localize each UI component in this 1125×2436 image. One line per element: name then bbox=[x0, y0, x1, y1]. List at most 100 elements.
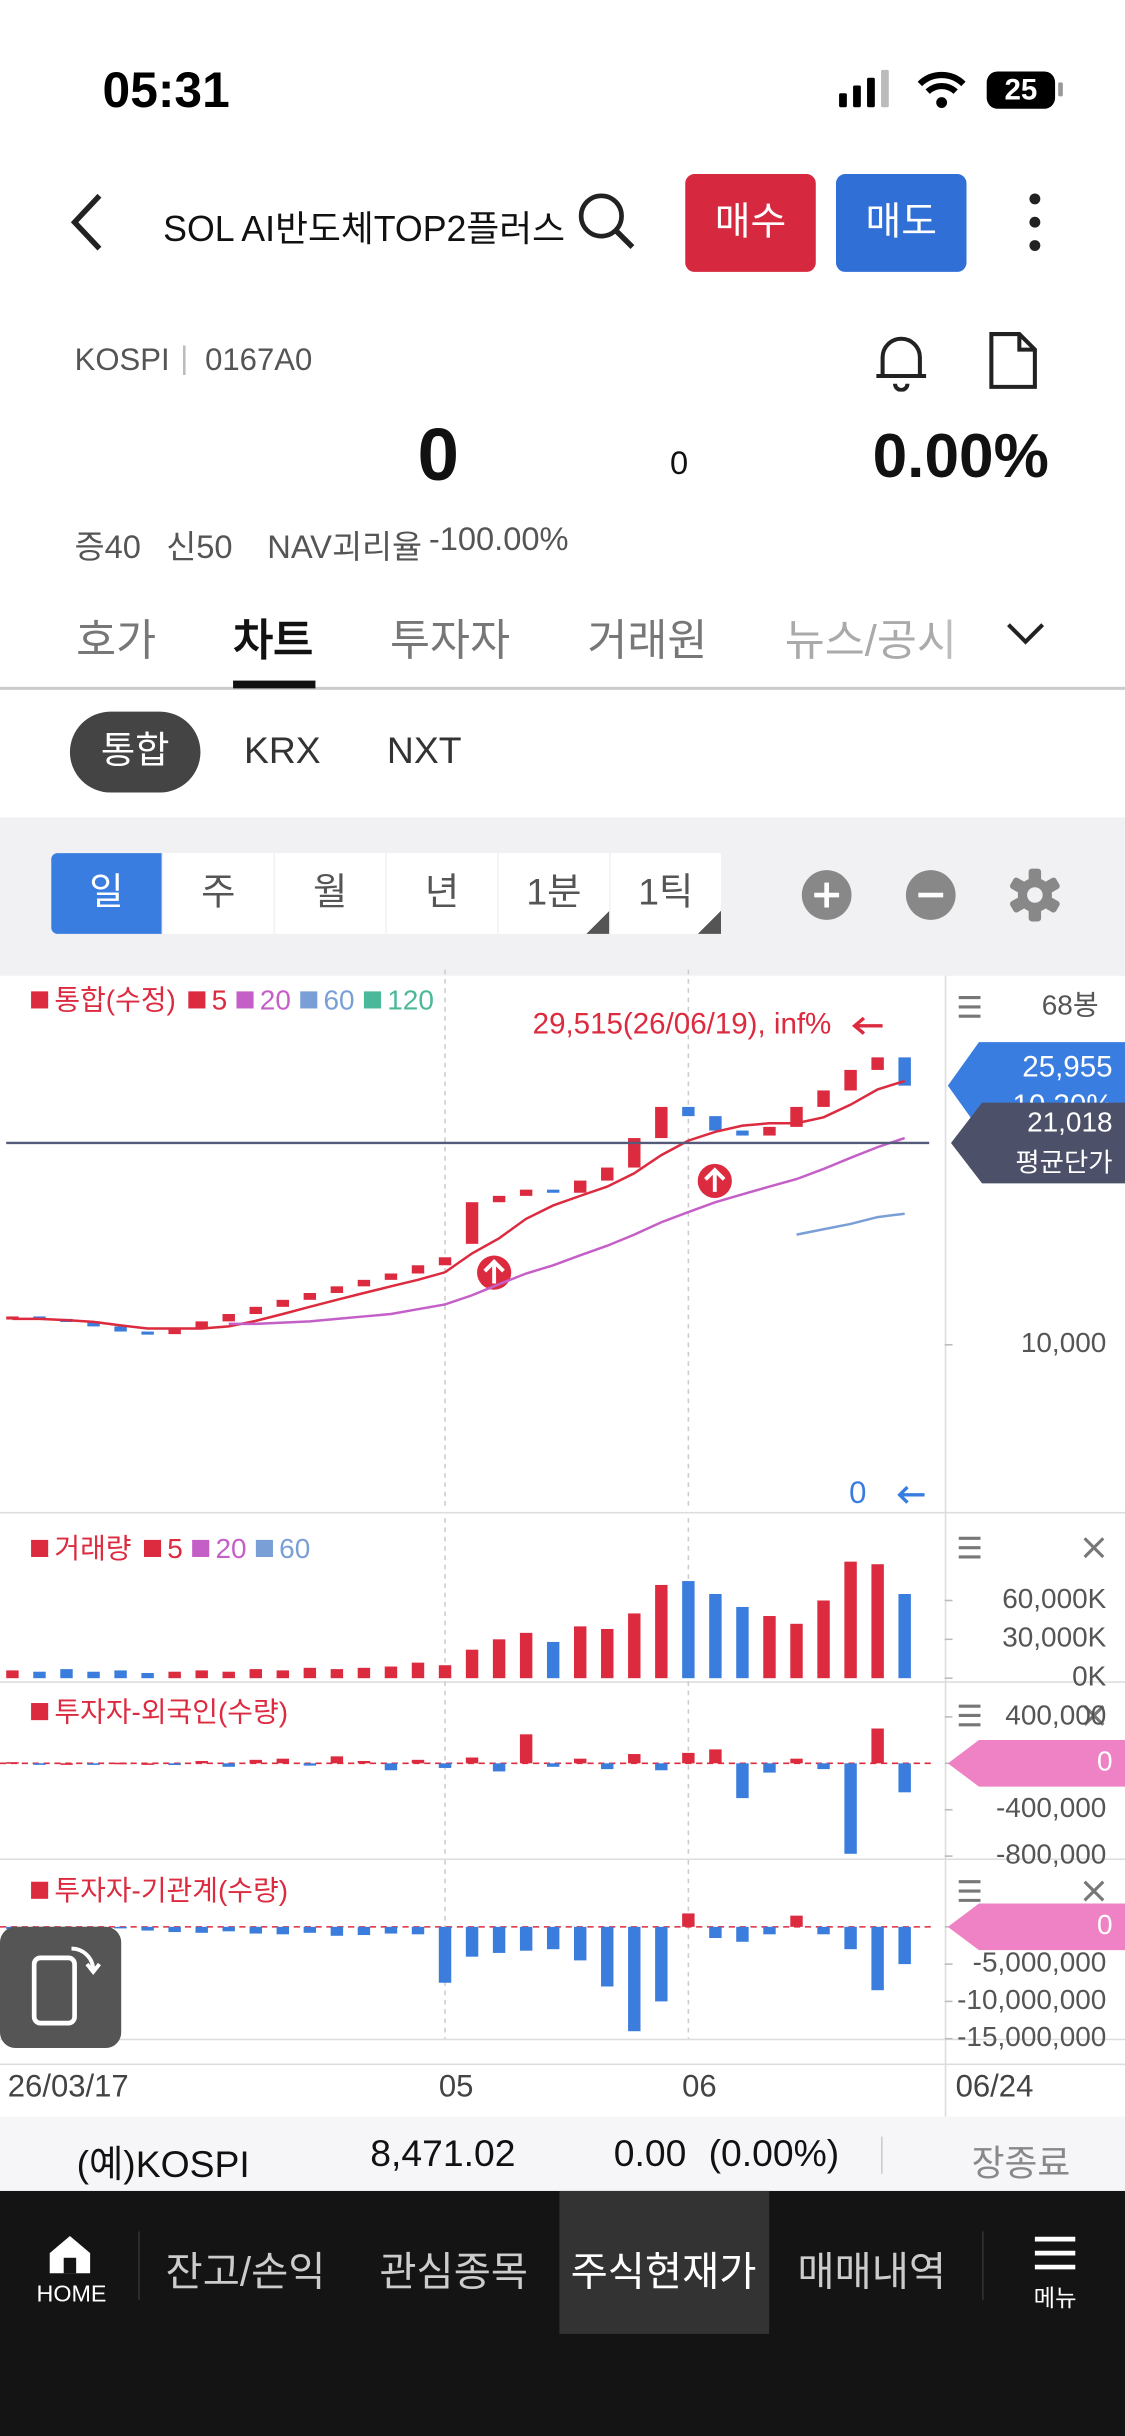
bar-up bbox=[628, 1613, 641, 1679]
nav-item[interactable]: 잔고/손익 bbox=[165, 2248, 326, 2296]
nav-item[interactable]: 관심종목 bbox=[379, 2248, 529, 2296]
panel-title: 투자자-기관계(수량) bbox=[54, 1875, 288, 1906]
separator: | bbox=[180, 341, 189, 377]
nav-item[interactable]: HOME bbox=[36, 2281, 107, 2308]
bar-up bbox=[276, 1670, 290, 1679]
bar-down bbox=[817, 1763, 830, 1770]
nav-item-active[interactable]: 주식현재가 bbox=[570, 2248, 757, 2296]
tab[interactable]: 호가 bbox=[76, 616, 157, 666]
bar-down bbox=[114, 1670, 127, 1679]
average-price-name: 평균단가 bbox=[1015, 1148, 1112, 1178]
candle-down bbox=[898, 1057, 911, 1086]
tab[interactable]: 거래원 bbox=[587, 616, 708, 666]
back-button[interactable] bbox=[62, 190, 115, 255]
index-bar bbox=[0, 2116, 1125, 2191]
candle-up bbox=[384, 1273, 398, 1280]
current-price: 0 bbox=[417, 414, 459, 498]
memo-button[interactable] bbox=[985, 329, 1041, 391]
more-button[interactable] bbox=[1019, 190, 1050, 258]
bar-down bbox=[222, 1763, 235, 1767]
candle-up bbox=[628, 1138, 641, 1168]
candle-up bbox=[817, 1090, 830, 1107]
bar-count: 68봉 bbox=[1042, 989, 1099, 1020]
bar-down bbox=[682, 1581, 695, 1679]
bar-down bbox=[384, 1763, 398, 1771]
y-tick-label: -15,000,000 bbox=[957, 2021, 1106, 2052]
tab[interactable]: 투자자 bbox=[390, 616, 511, 666]
nav-value: -100.00% bbox=[428, 522, 569, 558]
candle-down bbox=[682, 1106, 695, 1117]
bar-down bbox=[844, 1926, 857, 1950]
legend-swatch bbox=[192, 1539, 210, 1557]
current-value-box bbox=[947, 1903, 1125, 1951]
alert-button[interactable] bbox=[870, 329, 932, 392]
buy-button[interactable]: 매수 bbox=[685, 174, 816, 272]
bar-up bbox=[655, 1584, 668, 1679]
bar-up bbox=[195, 1760, 208, 1764]
current-value-label: 0 bbox=[1097, 1746, 1113, 1777]
bar-down bbox=[303, 1763, 317, 1766]
average-price-box bbox=[950, 1102, 1125, 1184]
x-tick-label: 06/24 bbox=[956, 2069, 1034, 2104]
average-price-label: 21,018 bbox=[1027, 1107, 1113, 1138]
bar-down bbox=[601, 1763, 614, 1770]
y-tick-label: -800,000 bbox=[996, 1838, 1106, 1869]
period-button[interactable]: 주 bbox=[163, 853, 274, 934]
market-tab[interactable]: KRX bbox=[243, 730, 321, 773]
nav-item[interactable]: 메뉴 bbox=[1033, 2285, 1077, 2313]
market-tab-active[interactable]: 통합 bbox=[69, 711, 201, 793]
candle-up bbox=[357, 1279, 371, 1287]
period-group: 일 주 월 년 1분 1틱 bbox=[51, 853, 722, 934]
bar-down bbox=[492, 1763, 506, 1772]
bar-up bbox=[249, 1759, 262, 1764]
rotate-button[interactable] bbox=[0, 1926, 122, 2049]
period-button[interactable]: 1분 bbox=[498, 853, 610, 934]
tab[interactable]: 뉴스/공시 bbox=[784, 616, 957, 666]
market-tab[interactable]: NXT bbox=[386, 730, 462, 773]
menu-icon bbox=[1034, 2236, 1076, 2270]
bar-down bbox=[141, 1926, 154, 1931]
bar-down bbox=[736, 1763, 749, 1799]
legend-swatch bbox=[188, 991, 206, 1009]
candle-up bbox=[168, 1328, 181, 1335]
x-tick-label: 06 bbox=[682, 2069, 717, 2104]
sell-button[interactable]: 매도 bbox=[835, 174, 967, 272]
bar-down bbox=[871, 1926, 884, 1991]
bottom-label: 0 bbox=[849, 1475, 866, 1510]
legend-label: 60 bbox=[324, 985, 355, 1016]
tab-fade bbox=[932, 590, 1011, 684]
bar-down bbox=[546, 1641, 560, 1679]
candle-up bbox=[655, 1106, 668, 1139]
legend-swatch bbox=[31, 1539, 49, 1557]
period-button[interactable]: 년 bbox=[386, 853, 498, 934]
index-name: (예)KOSPI bbox=[76, 2144, 250, 2187]
period-button[interactable]: 월 bbox=[275, 853, 386, 934]
period-button[interactable]: 1틱 bbox=[610, 853, 721, 934]
bar-down bbox=[357, 1926, 371, 1936]
bar-down bbox=[384, 1926, 398, 1934]
bar-up bbox=[6, 1670, 19, 1679]
bar-up bbox=[465, 1757, 479, 1764]
price-change: 0 bbox=[669, 445, 689, 482]
candle-up bbox=[763, 1126, 776, 1136]
period-button-active[interactable]: 일 bbox=[51, 853, 162, 934]
nav-item[interactable]: 매매내역 bbox=[797, 2248, 947, 2296]
x-tick-label: 26/03/17 bbox=[8, 2069, 129, 2104]
tab-active[interactable]: 차트 bbox=[233, 616, 314, 666]
divider bbox=[138, 2231, 140, 2300]
credit-rate: 신50 bbox=[166, 529, 233, 566]
x-tick-label: 05 bbox=[439, 2069, 474, 2104]
bar-up bbox=[519, 1734, 533, 1764]
bar-down bbox=[114, 1926, 127, 1929]
nav-active-bg bbox=[559, 2190, 770, 2334]
bar-down bbox=[763, 1763, 776, 1773]
candle-up bbox=[871, 1057, 884, 1070]
search-button[interactable] bbox=[575, 190, 637, 255]
bar-up bbox=[871, 1728, 884, 1764]
tab-divider bbox=[0, 686, 1125, 690]
bar-down bbox=[763, 1926, 776, 1935]
tab-expand[interactable] bbox=[1004, 618, 1048, 649]
bar-up bbox=[682, 1913, 695, 1927]
